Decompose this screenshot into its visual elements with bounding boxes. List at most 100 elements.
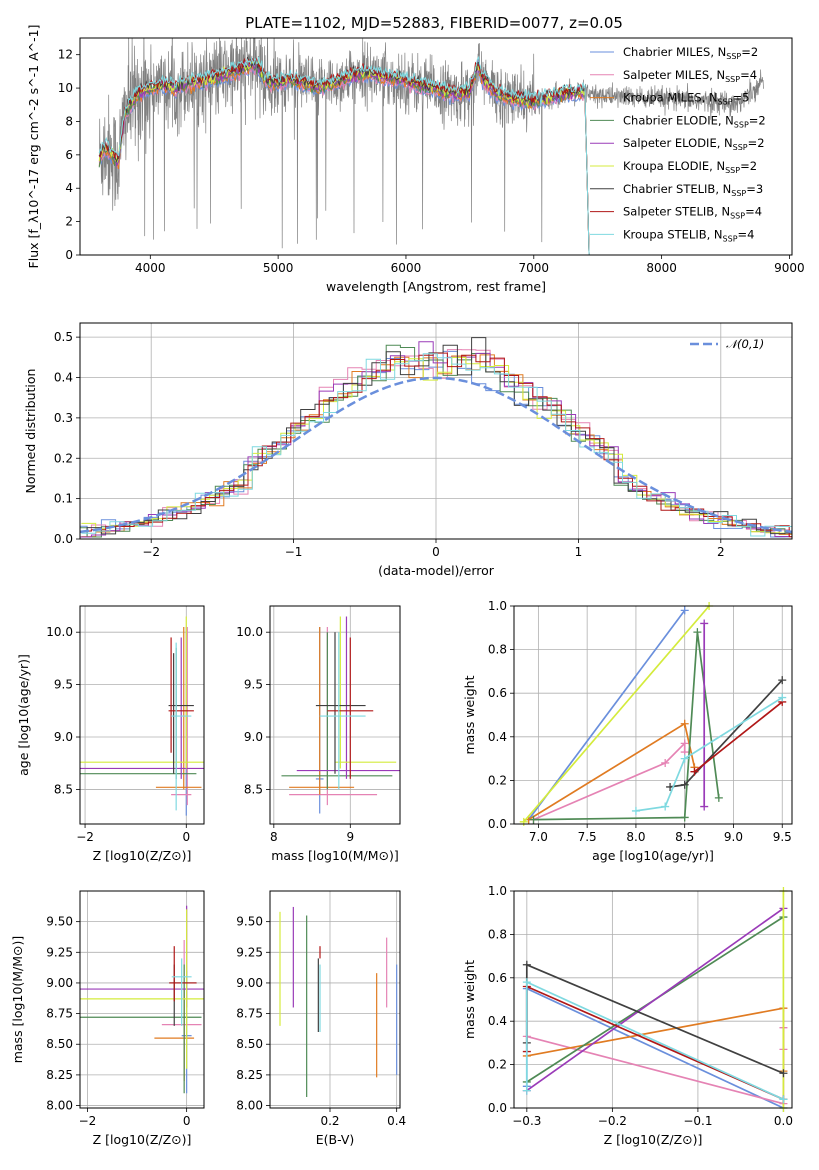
y-tick-label: 1.0 [488, 599, 507, 613]
z_mass-frame [79, 890, 205, 1109]
y-tick-label: 9.00 [236, 976, 263, 990]
age_weight-marker-9 [661, 802, 670, 811]
z_weight-marker-9 [522, 978, 531, 987]
legend-eq: =2 [741, 45, 758, 59]
residual-hist-9 [81, 353, 792, 537]
x-axis-label: (data-model)/error [378, 563, 495, 578]
z_weight-marker-9 [522, 1086, 531, 1095]
age_weight-marker-2 [680, 739, 689, 748]
z_weight-marker-7 [779, 1069, 788, 1078]
x-tick-label: −2 [142, 545, 160, 559]
x-axis-label: Z [log10(Z/Z⊙)] [604, 1132, 703, 1147]
x-tick-label: 9 [346, 830, 354, 844]
x-axis-label: Z [log10(Z/Z⊙)] [93, 848, 192, 863]
z_age-frame [79, 605, 205, 825]
x-tick-label: 1 [575, 545, 583, 559]
y-tick-label: 9.5 [244, 678, 263, 692]
y-tick-label: 10 [58, 81, 73, 95]
y-tick-label: 12 [58, 48, 73, 62]
age_weight-line-9 [635, 696, 783, 812]
y-tick-label: 0.0 [488, 1101, 507, 1115]
age_weight-marker-4 [529, 815, 538, 824]
legend-label: Salpeter STELIB, NSSP=4 [623, 205, 762, 221]
x-tick-label: 5000 [263, 261, 294, 275]
y-tick-label: 8.25 [236, 1068, 263, 1082]
y-tick-label: 8.75 [236, 1007, 263, 1021]
y-tick-label: 10.0 [236, 625, 263, 639]
y-tick-label: 0.4 [54, 371, 73, 385]
residual-hist-8 [80, 352, 792, 538]
age_weight-line-2 [533, 741, 686, 821]
y-tick-label: 8.75 [46, 1007, 73, 1021]
age_weight-marker-7 [680, 780, 689, 789]
y-tick-label: 0.0 [54, 532, 73, 546]
legend-label: Salpeter MILES, NSSP=4 [623, 68, 757, 84]
x-axis-label: wavelength [Angstrom, rest frame] [326, 279, 546, 294]
x-tick-label: 8000 [646, 261, 677, 275]
age_weight-marker-4 [714, 793, 723, 802]
y-axis-label: Flux [f_λ10^-17 erg cm^-2 s^-1 A^-1] [26, 25, 41, 269]
legend-label: Kroupa STELIB, NSSP=4 [623, 227, 754, 243]
x-tick-label: 8.5 [675, 830, 694, 844]
y-tick-label: 1.0 [488, 884, 507, 898]
y-tick-label: 8.50 [46, 1037, 73, 1051]
y-axis-label: mass weight [462, 960, 477, 1039]
legend-sub: SSP [718, 98, 733, 107]
y-tick-label: 10.0 [46, 625, 73, 639]
legend-label: Chabrier MILES, NSSP=2 [623, 45, 758, 61]
legend-label: Chabrier ELODIE, NSSP=2 [623, 113, 766, 129]
y-axis-label: Normed distribution [23, 369, 38, 494]
z_weight-marker-9 [779, 1095, 788, 1104]
legend-eq: =2 [749, 113, 766, 127]
legend-eq: =2 [748, 136, 765, 150]
age_weight-line-6 [523, 606, 710, 823]
y-tick-label: 0.2 [488, 1058, 507, 1072]
y-tick-label: 8.50 [236, 1037, 263, 1051]
age_weight-frame [513, 605, 793, 825]
legend-sub: SSP [725, 166, 740, 175]
spectrum-frame [79, 37, 793, 256]
legend-sub: SSP [734, 120, 749, 129]
legend-eq: =4 [740, 68, 757, 82]
x-tick-label: −0.3 [512, 1114, 541, 1128]
legend-sub: SSP [731, 189, 746, 198]
age_weight-line-3 [528, 722, 696, 821]
x-tick-label: −1 [285, 545, 303, 559]
age_weight-line-4 [533, 632, 720, 821]
y-tick-label: 0 [65, 248, 73, 262]
y-tick-label: 9.50 [46, 915, 73, 929]
y-tick-label: 4 [65, 181, 73, 195]
y-tick-label: 8.5 [54, 782, 73, 796]
x-tick-label: 7.0 [529, 830, 548, 844]
y-tick-label: 8.00 [236, 1099, 263, 1113]
z_weight-line-5 [526, 907, 784, 1092]
y-tick-label: 0.2 [54, 451, 73, 465]
z_mass-axes: −2 0 8.00 8.25 8.50 8.75 9.00 9.25 9.50 Z [log10(… [10, 891, 204, 1147]
legend-eq: =3 [746, 182, 763, 196]
x-tick-label: 8 [270, 830, 278, 844]
y-tick-label: 8.00 [46, 1099, 73, 1113]
x-tick-label: 9.5 [773, 830, 792, 844]
x-tick-label: 7.5 [578, 830, 597, 844]
z_weight-frame [513, 890, 793, 1109]
x-tick-label: 0 [432, 545, 440, 559]
x-tick-label: 9000 [774, 261, 805, 275]
x-tick-label: 0.4 [387, 1114, 406, 1128]
age_weight-marker-1 [680, 606, 689, 615]
x-tick-label: 8.0 [626, 830, 645, 844]
spectrum-legend: Chabrier MILES, NSSP=2 Salpeter MILES, NS… [590, 45, 766, 243]
age_weight-marker-5 [700, 802, 709, 811]
y-tick-label: 2 [65, 215, 73, 229]
x-tick-label: −2 [79, 1114, 97, 1128]
x-tick-label: 6000 [391, 261, 422, 275]
residual-legend: 𝒩(0,1) [690, 337, 764, 351]
age_weight-marker-7 [778, 676, 787, 685]
residuals-frame [79, 322, 793, 540]
y-axis-label: age [log10(age/yr)] [16, 654, 31, 776]
spectrum-model-line-5 [98, 59, 590, 255]
age_weight-marker-9 [778, 693, 787, 702]
legend-eq: =4 [745, 205, 762, 219]
y-tick-label: 0.6 [488, 686, 507, 700]
spectrum-axes: 4000 5000 6000 7000 8000 9000 0 2 4 6 8 10 12 wavelen… [26, 25, 805, 294]
age_weight-axes: 7.0 7.5 8.0 8.5 9.0 9.5 0.0 0.2 0.4 0.6 0.8 1.0 age … [462, 599, 792, 863]
